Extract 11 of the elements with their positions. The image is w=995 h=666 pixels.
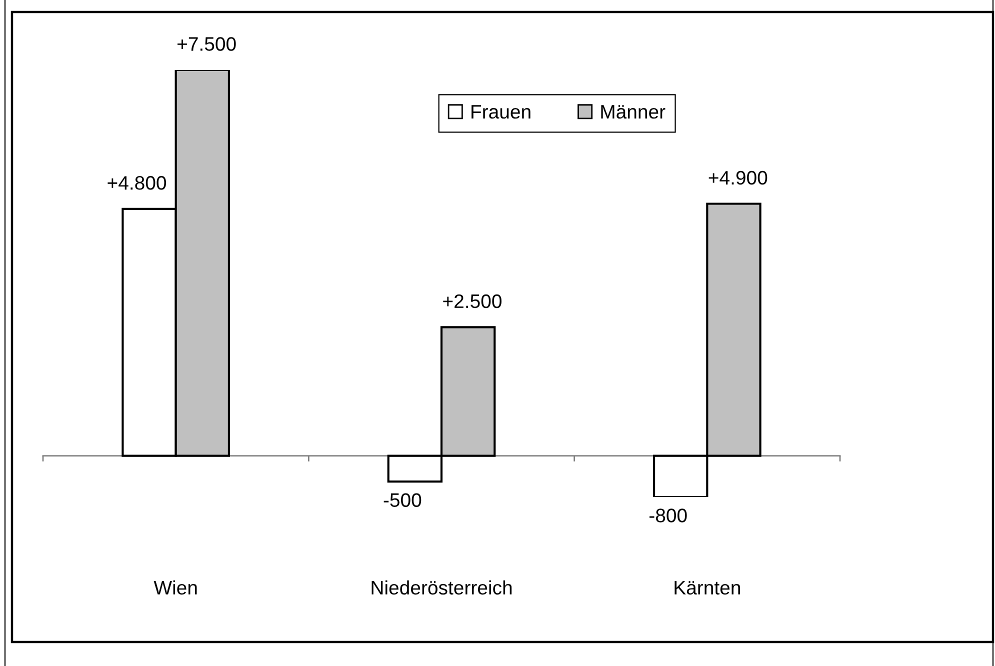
legend-label: Männer [601, 105, 666, 119]
x-tick-label: Kärnten [674, 581, 740, 595]
data-label: -500 [384, 493, 422, 507]
x-tick-label: Wien [154, 580, 197, 595]
x-tick-label: Niederösterreich [372, 580, 512, 595]
data-label: +4.800 [108, 176, 166, 190]
data-label: +2.500 [443, 294, 502, 308]
data-label: +7.500 [178, 37, 236, 51]
data-label: -800 [650, 508, 687, 522]
data-label: +4.900 [708, 170, 768, 185]
legend-label: Frauen [472, 105, 530, 119]
